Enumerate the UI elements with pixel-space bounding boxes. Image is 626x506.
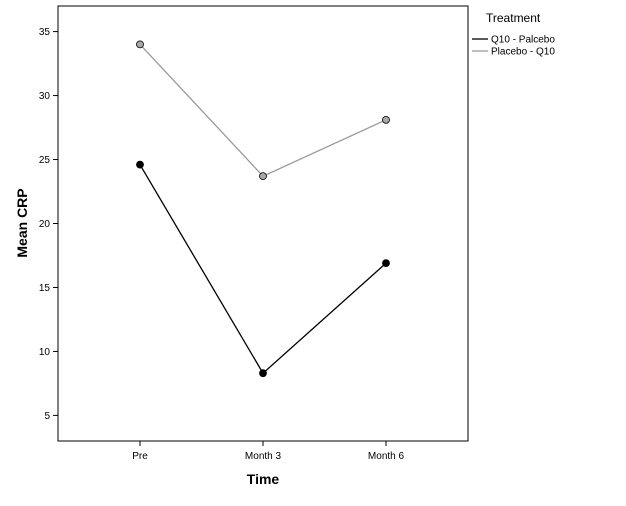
x-axis-title: Time <box>247 471 280 487</box>
x-tick-label: Month 3 <box>245 451 282 462</box>
y-tick-label: 30 <box>39 91 51 102</box>
y-tick-label: 25 <box>39 155 51 166</box>
x-tick-label: Month 6 <box>368 451 405 462</box>
data-point <box>259 172 267 181</box>
y-tick-label: 20 <box>39 219 51 230</box>
data-point <box>259 369 267 378</box>
legend-title: Treatment <box>486 11 541 25</box>
y-axis-title: Mean CRP <box>14 188 30 257</box>
y-axis: 5 10 15 20 25 30 35 <box>39 27 58 422</box>
legend-label: Placebo - Q10 <box>491 47 555 58</box>
y-tick-label: 10 <box>39 347 51 358</box>
data-point <box>136 160 144 169</box>
x-tick-label: Pre <box>132 451 148 462</box>
data-point <box>136 40 144 49</box>
y-tick-label: 35 <box>39 27 51 38</box>
series-layer <box>136 40 390 378</box>
data-point <box>382 115 390 124</box>
x-axis: Pre Month 3 Month 6 <box>132 441 405 462</box>
y-tick-label: 15 <box>39 283 51 294</box>
plot-frame <box>57 5 469 442</box>
legend-label: Q10 - Palcebo <box>491 35 555 46</box>
y-tick-label: 5 <box>44 411 50 422</box>
data-point <box>382 259 390 268</box>
